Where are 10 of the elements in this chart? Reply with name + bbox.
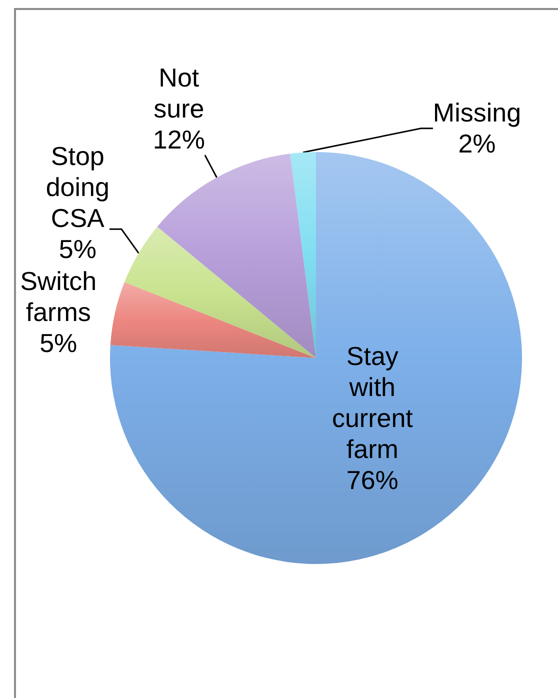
data-label: 12% [152, 124, 205, 155]
data-label: 5% [40, 328, 78, 358]
data-label: 2% [458, 128, 496, 159]
slice-label: Stay with current farm [332, 341, 414, 464]
slice-label: Missing [432, 98, 522, 128]
slice-label: Switch farms [20, 266, 97, 328]
slice-label: Not sure [154, 62, 204, 124]
slice-label: Stop doing CSA [46, 141, 110, 234]
data-label: 5% [58, 234, 96, 264]
data-label: 76% [346, 465, 398, 496]
